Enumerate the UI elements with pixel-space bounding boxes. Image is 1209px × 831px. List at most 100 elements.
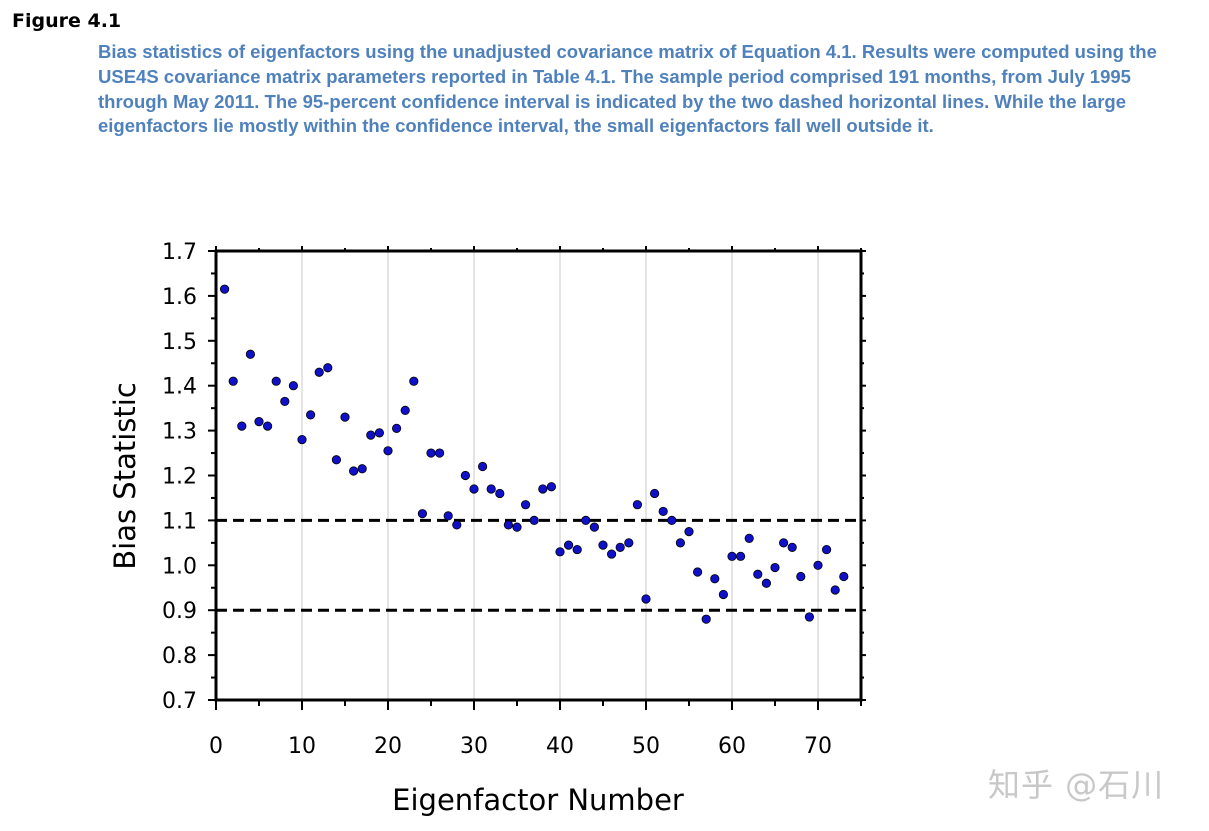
data-point [770, 562, 780, 573]
y-tick-label: 1.3 [162, 420, 197, 445]
data-point [348, 466, 359, 476]
x-tick-label: 20 [374, 734, 402, 759]
watermark: 知乎 @石川 [988, 766, 1165, 804]
grid-layer [301, 251, 819, 700]
data-point [830, 585, 840, 595]
data-point [581, 515, 591, 526]
data-point [710, 574, 720, 584]
y-tick-label: 1.5 [162, 330, 197, 355]
data-point [512, 522, 522, 532]
data-point [701, 614, 711, 624]
figure-label: Figure 4.1 [12, 10, 122, 32]
figure-caption: Bias statistics of eigenfactors using th… [98, 41, 1157, 137]
data-point [391, 423, 402, 433]
y-tick-label: 1.4 [162, 375, 197, 400]
data-point [572, 544, 582, 555]
data-point [821, 544, 832, 555]
data-point [744, 533, 754, 543]
x-tick-label: 50 [632, 734, 660, 759]
tick-layer [208, 246, 866, 710]
data-point [735, 551, 746, 561]
y-tick-label: 1.7 [162, 240, 197, 265]
x-tick-label: 60 [718, 734, 746, 759]
data-points [220, 284, 849, 624]
x-tick-label: 40 [546, 734, 574, 759]
x-tick-label: 70 [804, 734, 832, 759]
x-axis-title: Eigenfactor Number [392, 783, 684, 817]
y-tick-label: 0.7 [162, 689, 197, 714]
data-point [753, 569, 763, 579]
data-point [503, 520, 513, 530]
data-point [667, 515, 677, 526]
data-point [761, 578, 772, 588]
data-point [271, 376, 281, 386]
data-point [555, 547, 565, 557]
data-point [615, 542, 625, 552]
y-tick-label: 1.0 [162, 554, 197, 579]
data-point [452, 520, 462, 530]
data-point [477, 461, 488, 472]
data-point [486, 484, 496, 494]
data-point [460, 470, 470, 481]
data-point [538, 484, 548, 494]
data-point [228, 376, 238, 386]
data-point [839, 571, 849, 582]
data-point [305, 410, 316, 420]
data-point [426, 448, 436, 458]
data-point [434, 448, 445, 458]
tick-label-layer: 0 10 20 30 40 50 60 70 0.7 0.8 0.9 1.0 1.1 1.2 1.3 1.4 1… [162, 240, 832, 759]
data-point [658, 506, 668, 517]
confidence-interval-layer [216, 518, 861, 612]
data-point [220, 284, 230, 294]
data-point [409, 376, 419, 386]
data-point [237, 421, 247, 431]
data-point [727, 551, 737, 561]
data-point [495, 488, 505, 499]
data-point [469, 484, 479, 494]
data-point [417, 509, 427, 519]
data-point [280, 396, 290, 407]
y-axis-title: Bias Statistic [108, 382, 142, 570]
data-point [288, 381, 298, 391]
data-point [400, 405, 410, 415]
data-point [262, 421, 273, 431]
y-tick-label: 0.8 [162, 644, 197, 669]
data-point [649, 488, 660, 499]
data-point [718, 589, 729, 600]
data-point [529, 515, 539, 526]
data-point [323, 363, 333, 373]
data-point [684, 527, 694, 537]
data-point [589, 522, 600, 532]
data-point [520, 500, 531, 510]
data-point [675, 538, 686, 548]
data-point [374, 428, 384, 438]
y-tick-label: 1.6 [162, 285, 197, 310]
plot-frame [214, 249, 863, 702]
data-point [787, 542, 797, 552]
data-point [692, 567, 703, 577]
x-tick-label: 0 [209, 734, 223, 759]
data-point [366, 430, 376, 440]
data-point [796, 571, 806, 582]
data-point [641, 594, 651, 604]
y-tick-label: 0.9 [162, 599, 197, 624]
data-point [606, 549, 617, 559]
y-tick-label: 1.1 [162, 509, 197, 534]
data-point [778, 538, 789, 548]
data-point [331, 455, 341, 465]
data-point [383, 446, 393, 456]
data-point [254, 417, 264, 427]
data-point [245, 349, 255, 359]
data-point [443, 511, 453, 521]
data-point [357, 464, 367, 474]
data-point [314, 367, 324, 377]
data-point [563, 540, 574, 550]
data-point [297, 434, 307, 445]
data-point [340, 412, 350, 422]
data-point [624, 538, 634, 548]
data-point [546, 482, 557, 492]
data-point [813, 560, 823, 570]
x-tick-label: 30 [460, 734, 488, 759]
data-point [804, 612, 815, 622]
